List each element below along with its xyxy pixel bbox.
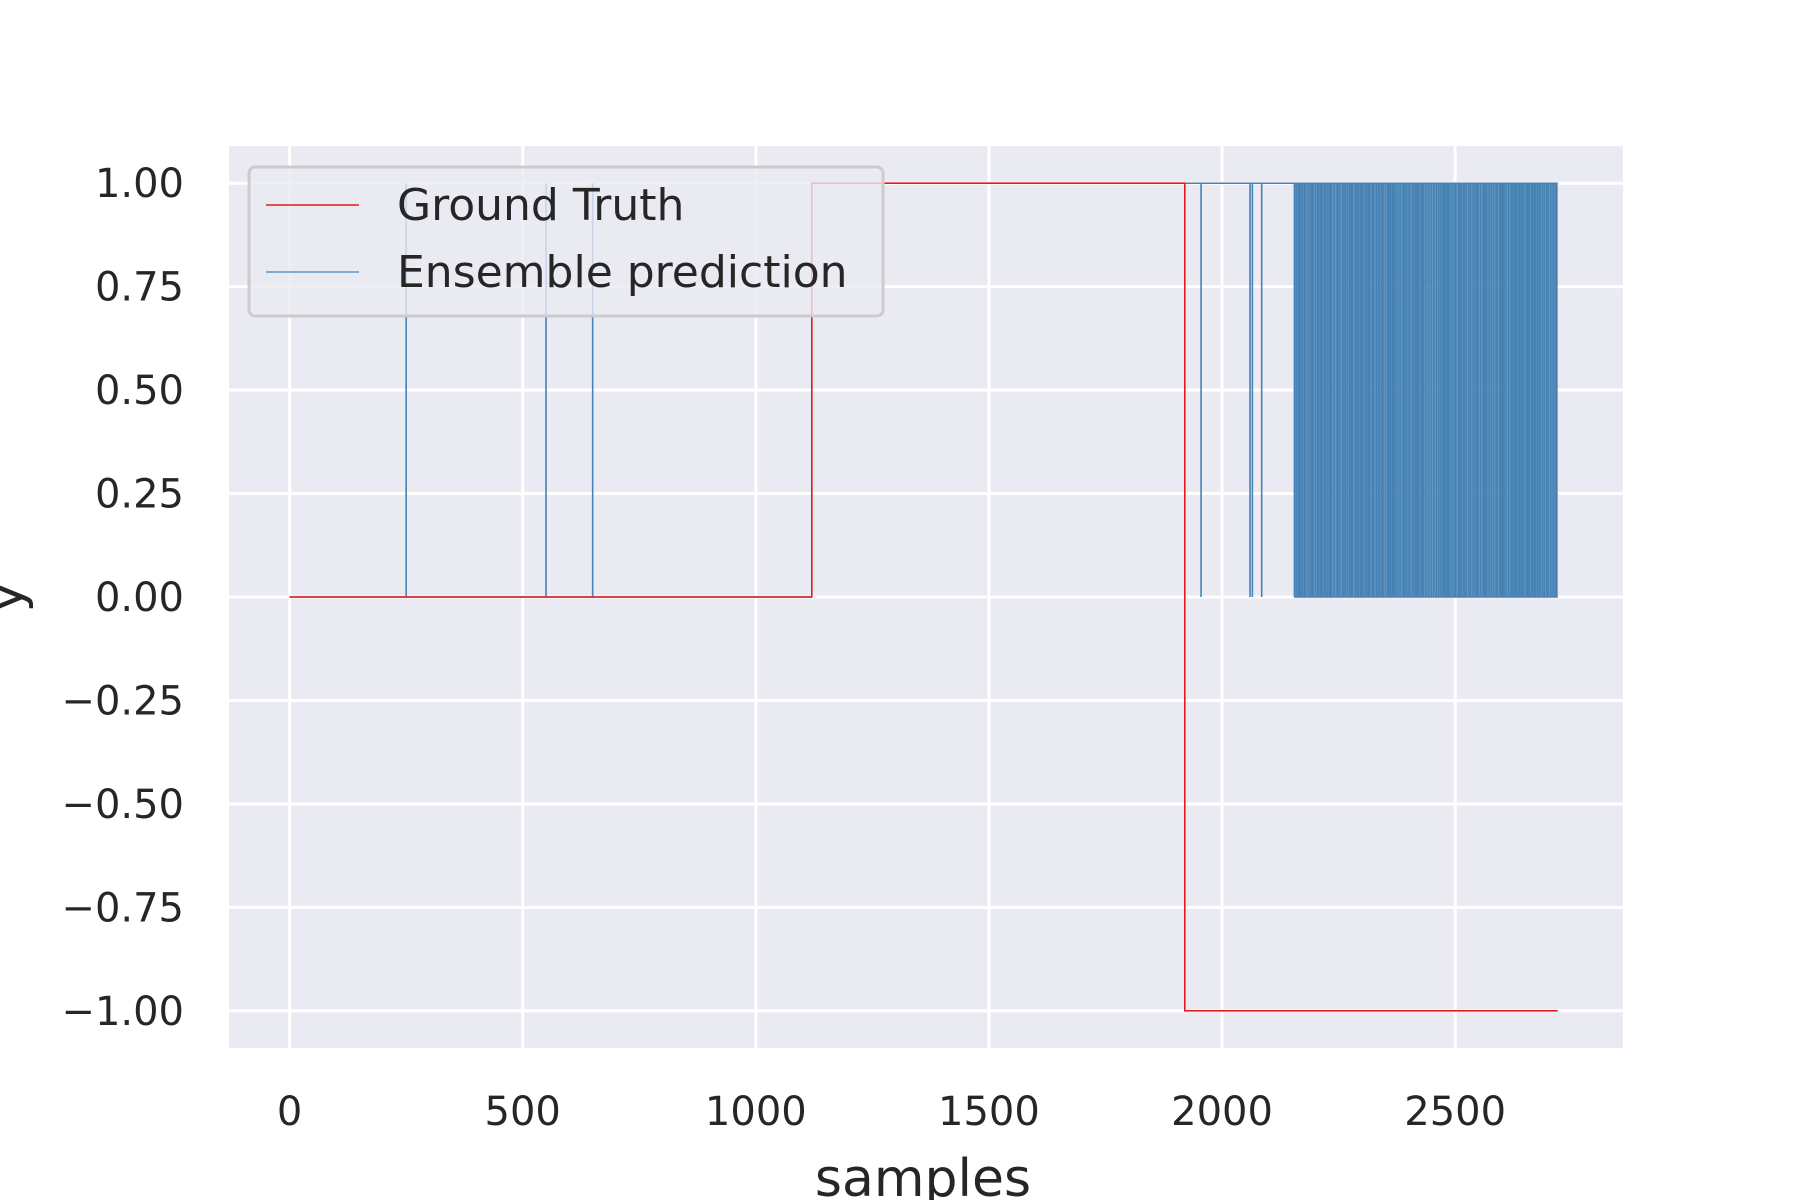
y-tick-label: −0.75 (61, 885, 184, 931)
y-axis-label: y (0, 582, 35, 613)
x-axis-label: samples (815, 1149, 1031, 1200)
y-tick-label: −0.50 (61, 782, 184, 828)
y-tick-label: 0.50 (95, 368, 184, 414)
y-tick-label: 0.25 (95, 472, 184, 518)
y-tick-label: −1.00 (61, 989, 184, 1035)
x-tick-label: 500 (485, 1089, 561, 1135)
y-tick-label: 0.75 (95, 265, 184, 311)
tick-labels: 0 500 1000 1500 2000 2500 1.00 0.75 0.50 0.25 0.00… (61, 161, 1506, 1135)
legend: Ground Truth Ensemble prediction (247, 165, 885, 318)
legend-box (247, 165, 885, 318)
x-tick-label: 2500 (1404, 1089, 1506, 1135)
x-tick-label: 1500 (938, 1089, 1040, 1135)
y-tick-label: 0.00 (95, 575, 184, 621)
ground-truth-line (289, 182, 1558, 1012)
x-tick-label: 0 (277, 1089, 302, 1135)
x-tick-label: 2000 (1171, 1089, 1273, 1135)
y-tick-label: −0.25 (61, 678, 184, 724)
legend-label-ground-truth: Ground Truth (397, 180, 684, 231)
y-tick-label: 1.00 (95, 161, 184, 207)
legend-label-ensemble-prediction: Ensemble prediction (397, 247, 848, 298)
x-tick-label: 1000 (705, 1089, 807, 1135)
